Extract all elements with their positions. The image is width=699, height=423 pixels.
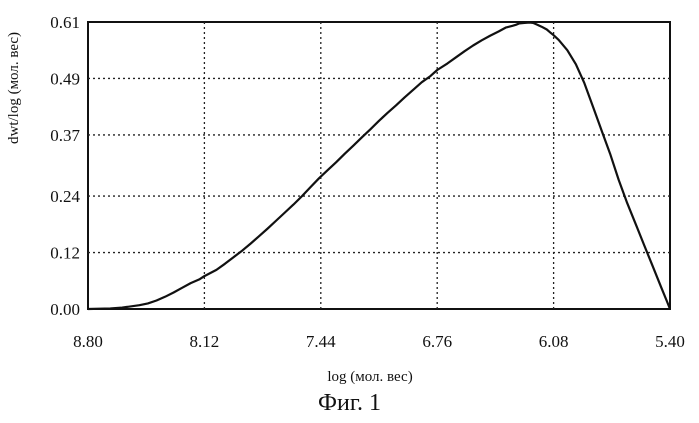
x-tick-label: 7.44 [306,332,336,351]
x-tick-label: 5.40 [655,332,685,351]
grid-horizontal-lines [88,78,670,252]
y-tick-label: 0.37 [50,126,80,145]
y-tick-label: 0.00 [50,300,80,319]
y-tick-label: 0.24 [50,187,80,206]
x-tick-label: 8.80 [73,332,103,351]
x-tick-label: 6.08 [539,332,569,351]
plot-frame [88,22,670,309]
y-axis-title: dwt/log (мол. вес) [6,32,22,144]
y-tick-labels: 0.00 0.12 0.24 0.37 0.49 0.61 [50,13,80,319]
x-tick-label: 8.12 [190,332,220,351]
x-axis-title: log (мол. вес) [327,369,412,385]
series-line [88,23,670,310]
x-tick-labels: 8.80 8.12 7.44 6.76 6.08 5.40 [73,332,685,351]
y-tick-label: 0.12 [50,244,80,263]
x-tick-label: 6.76 [422,332,452,351]
grid-vertical-lines [204,22,553,309]
y-tick-label: 0.49 [50,69,80,88]
figure-caption: Фиг. 1 [0,390,699,417]
y-tick-label: 0.61 [50,13,80,32]
